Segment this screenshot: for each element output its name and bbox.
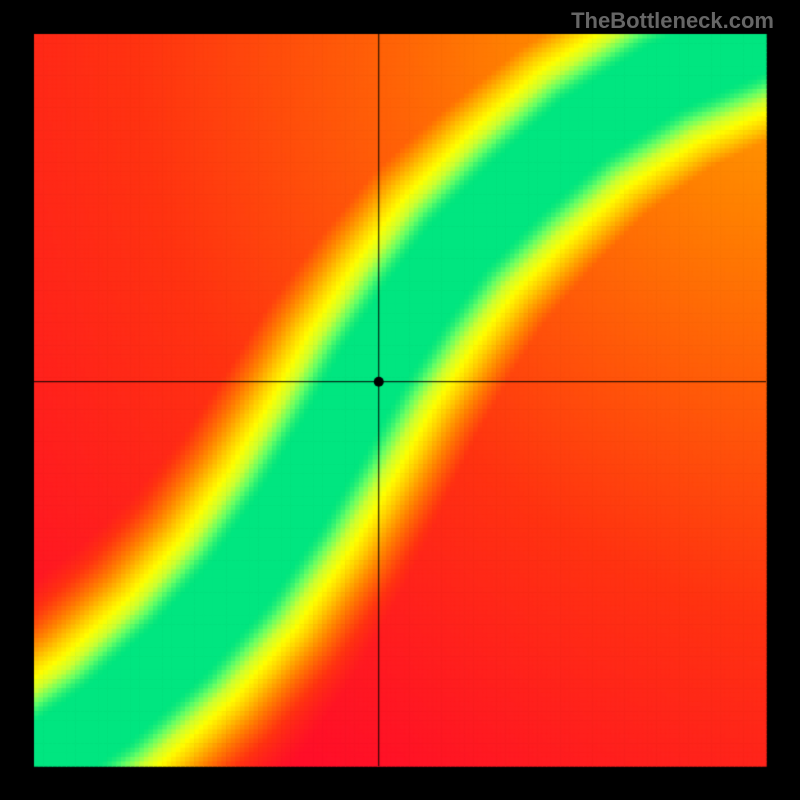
watermark-text: TheBottleneck.com [571, 8, 774, 34]
heatmap-canvas [0, 0, 800, 800]
chart-container: TheBottleneck.com [0, 0, 800, 800]
